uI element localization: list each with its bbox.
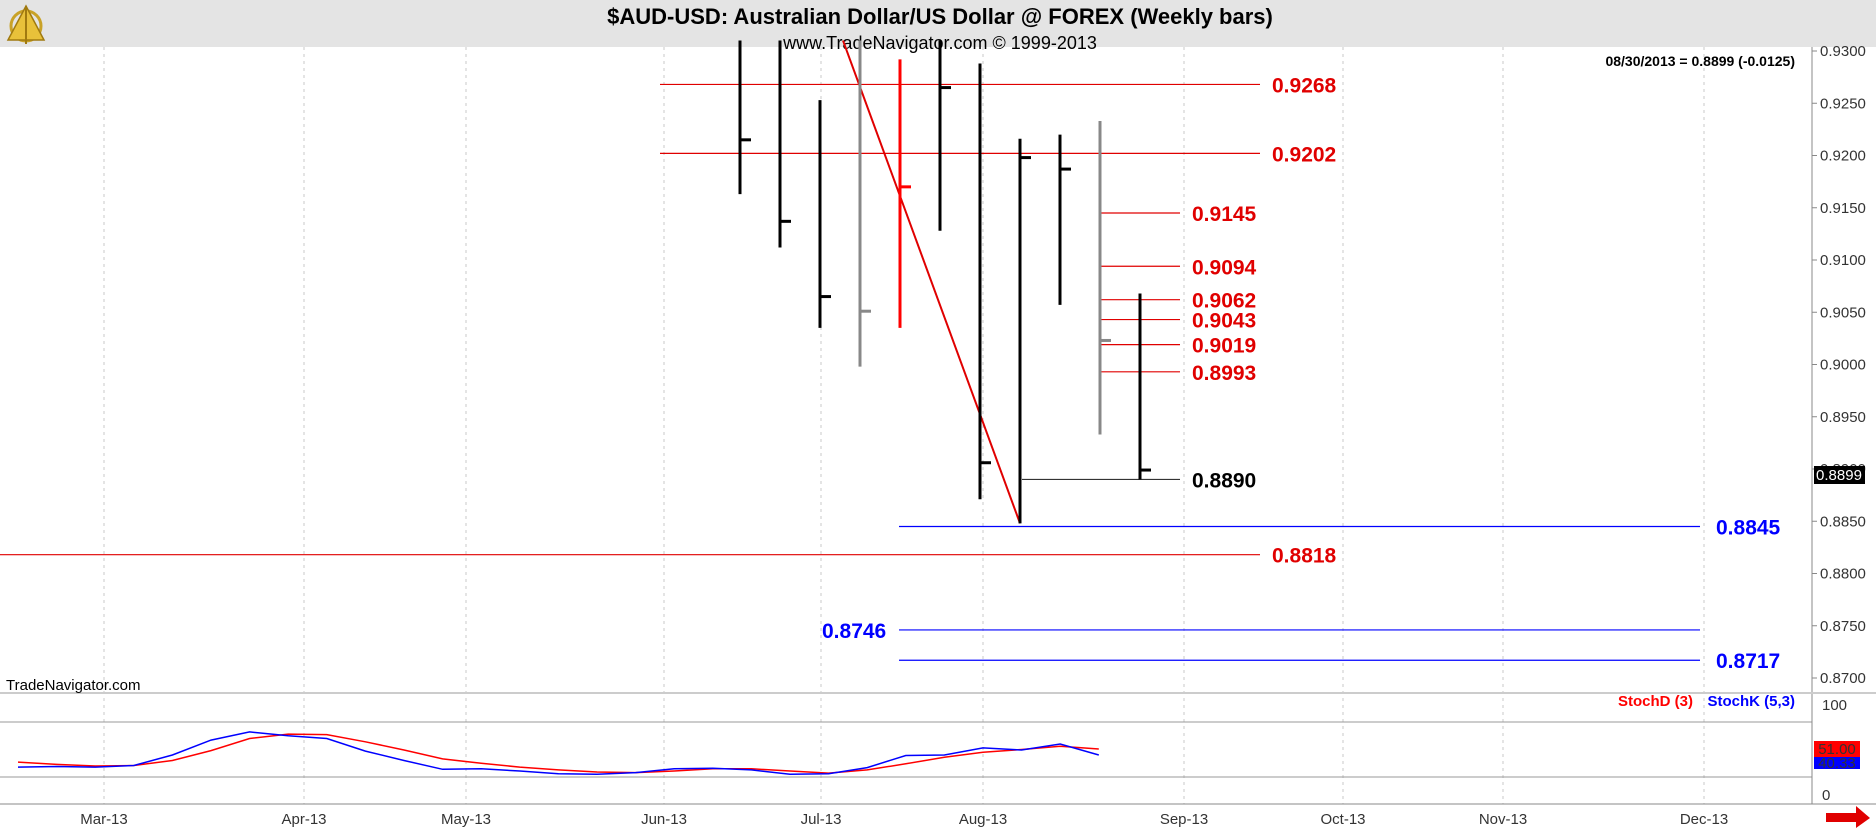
axis-ticks: Mar-13 Apr-13 May-13 Jun-13 Jul-13 Aug-13 Sep-… (80, 43, 1866, 828)
y-tick-label: 0.9300 (1820, 43, 1866, 60)
scroll-right-arrow-icon[interactable] (1826, 806, 1870, 828)
y-tick-label: 0.9150 (1820, 200, 1866, 217)
y-tick-label: 0.8950 (1820, 409, 1866, 426)
stoch-d-tag-bg (1814, 741, 1860, 757)
x-tick-label: Jul-13 (801, 811, 842, 828)
y-tick-label: 0.9200 (1820, 148, 1866, 165)
stoch-k-tag-bg (1814, 757, 1860, 769)
blue-level-label: 0.8746 (822, 620, 886, 643)
stoch-series-line (17, 731, 1100, 776)
y-tick-label: 0.8850 (1820, 513, 1866, 530)
stoch-k-tag: 40.33 (1818, 755, 1856, 772)
y-tick-label: 0.9000 (1820, 357, 1866, 374)
red-level-label: 0.9145 (1192, 203, 1257, 226)
trendline (842, 40, 1021, 524)
x-tick-label: Dec-13 (1680, 811, 1728, 828)
y-tick-label: 0.8700 (1820, 670, 1866, 687)
red-level-label: 0.8818 (1272, 545, 1337, 568)
stoch-tick-label: 100 (1822, 697, 1847, 714)
stoch-k-legend: StochK (5,3) (1707, 693, 1795, 710)
y-tick-label: 0.9250 (1820, 95, 1866, 112)
x-tick-label: May-13 (441, 811, 491, 828)
blue-level-label: 0.8845 (1716, 516, 1781, 539)
stoch-d-tag: 51.00 (1818, 741, 1856, 758)
x-tick-label: Mar-13 (80, 811, 128, 828)
x-tick-label: Oct-13 (1320, 811, 1365, 828)
red-level-label: 0.9062 (1192, 290, 1256, 313)
last-price-readout: 08/30/2013 = 0.8899 (-0.0125) (1605, 53, 1795, 69)
support-resistance-levels: 0.9268 0.9202 0.9145 0.9094 0.90620.90430.90… (0, 40, 1781, 673)
chart-title: $AUD-USD: Australian Dollar/US Dollar @ … (607, 4, 1273, 29)
navigator-sextant-logo (6, 4, 46, 44)
stoch-tick-label: 0 (1822, 787, 1830, 804)
black-level-label: 0.8890 (1192, 469, 1256, 492)
red-level-label: 0.9043 (1192, 310, 1256, 333)
red-level-label: 0.8993 (1192, 362, 1256, 385)
last-price-tag-bg (1814, 466, 1865, 484)
x-tick-label: Jun-13 (641, 811, 687, 828)
y-tick-label: 0.8800 (1820, 566, 1866, 583)
header-band (0, 0, 1876, 47)
y-tick-label: 0.8750 (1820, 618, 1866, 635)
blue-level-label: 0.8717 (1716, 650, 1780, 673)
watermark: TradeNavigator.com (6, 677, 141, 694)
red-level-label: 0.9094 (1192, 256, 1257, 279)
last-price-tag: 0.8899 (1816, 467, 1862, 484)
x-tick-label: Sep-13 (1160, 811, 1208, 828)
red-level-label: 0.9202 (1272, 143, 1336, 166)
stoch-series-line (17, 733, 1099, 774)
grid (0, 47, 1812, 804)
stoch-d-legend: StochD (3) (1618, 693, 1693, 710)
x-tick-label: Aug-13 (959, 811, 1007, 828)
ohlc-bars (738, 40, 1151, 524)
y-tick-label: 0.9100 (1820, 252, 1866, 269)
y-tick-label: 0.9050 (1820, 304, 1866, 321)
x-tick-label: Nov-13 (1479, 811, 1527, 828)
x-tick-label: Apr-13 (281, 811, 326, 828)
red-level-label: 0.9019 (1192, 335, 1256, 358)
red-level-label: 0.9268 (1272, 74, 1337, 97)
